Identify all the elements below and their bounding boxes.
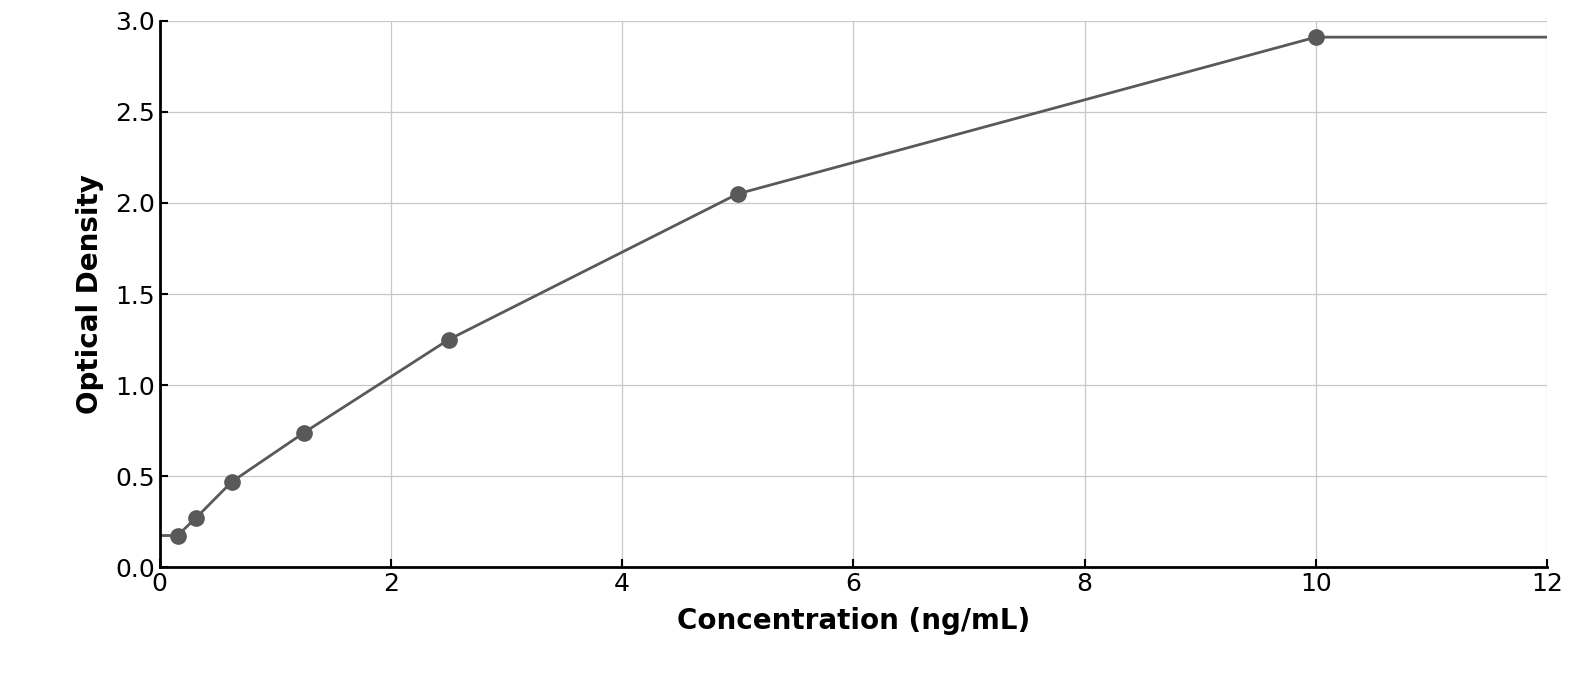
Point (1303, 32, 1329, 43)
Point (219, 476, 244, 487)
Point (164, 530, 190, 541)
Point (183, 513, 209, 524)
X-axis label: Concentration (ng/mL): Concentration (ng/mL) (676, 608, 1030, 635)
Point (292, 427, 317, 438)
Y-axis label: Optical Density: Optical Density (75, 174, 104, 414)
Point (724, 188, 751, 199)
Point (435, 334, 461, 345)
